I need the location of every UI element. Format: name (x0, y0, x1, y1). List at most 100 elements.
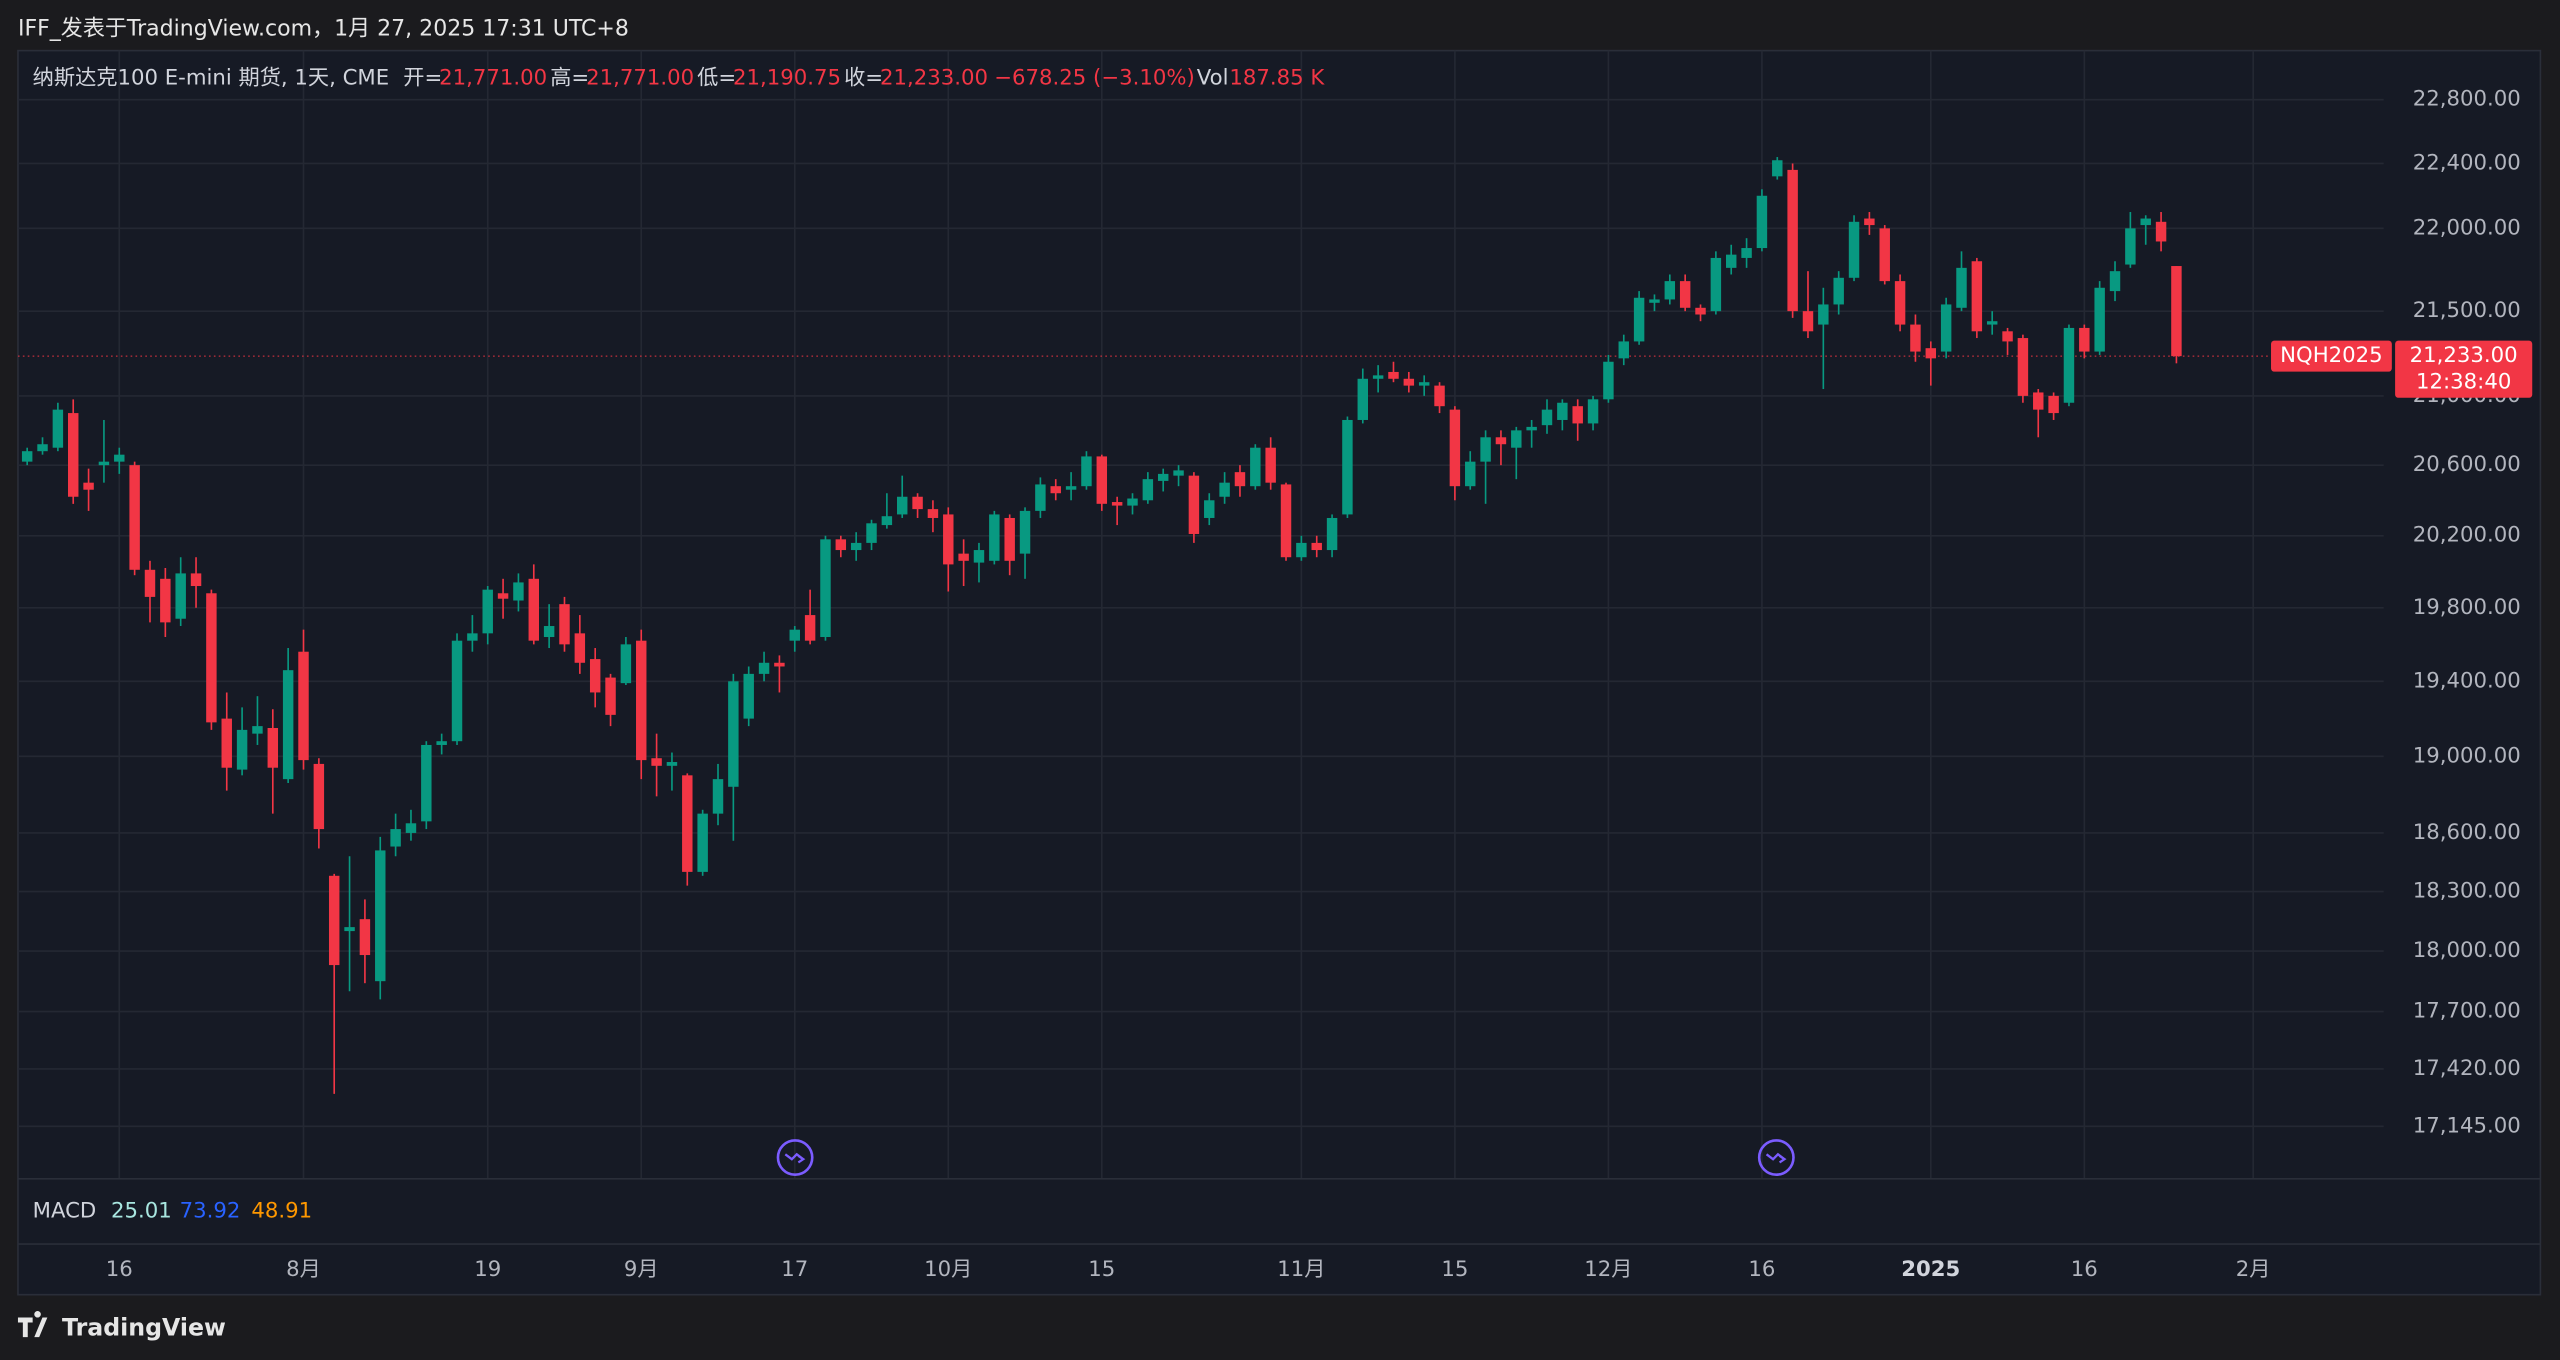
axes: 22,800.0022,400.0022,000.0021,500.0021,0… (106, 87, 2521, 1282)
candle-body (1342, 419, 1353, 515)
candle-body (559, 604, 570, 645)
x-tick-label: 2025 (1901, 1257, 1960, 1282)
candle-body (1434, 385, 1445, 407)
symbol-tag: NQH2025 (2280, 343, 2383, 368)
candle-body (2109, 271, 2121, 292)
candle-body (1741, 248, 1752, 258)
candle-body (37, 444, 48, 452)
candle-body (2002, 331, 2013, 342)
y-tick-label: 17,145.00 (2413, 1113, 2521, 1138)
x-tick-label: 16 (1748, 1257, 1775, 1282)
candle-body (682, 775, 693, 872)
candle-body (574, 633, 586, 663)
candle-body (1357, 378, 1369, 420)
candle-body (221, 718, 232, 768)
candle-body (820, 539, 831, 638)
x-tick-label: 10月 (924, 1257, 972, 1282)
close-label: 收= (844, 65, 883, 90)
open-label: 开= (403, 65, 442, 90)
y-tick-label: 19,400.00 (2413, 668, 2521, 693)
candle-body (1618, 341, 1629, 359)
candle-body (1065, 486, 1077, 490)
candle-body (2171, 266, 2182, 357)
candle-body (2063, 327, 2075, 403)
candle-body (1695, 307, 1706, 315)
candle-body (175, 573, 186, 619)
y-tick-label: 18,000.00 (2413, 938, 2521, 963)
change-value: −678.25 (−3.10%) (994, 65, 1195, 90)
candle-body (421, 744, 432, 822)
candle-body (1679, 281, 1691, 308)
candle-body (2079, 327, 2090, 352)
candle-body (743, 673, 754, 719)
high-value: 21,771.00 (586, 65, 694, 90)
candle-body (1910, 324, 1921, 352)
candle-body (589, 659, 601, 693)
candle-body (1864, 218, 1875, 226)
candle-body (21, 451, 33, 462)
candle-body (2125, 228, 2136, 265)
candle-body (2048, 395, 2059, 414)
candle-body (451, 640, 463, 742)
candle-body (973, 550, 985, 563)
candle-body (804, 615, 816, 641)
candle-body (1633, 297, 1645, 342)
candle-body (2094, 287, 2105, 352)
candle-body (482, 589, 493, 634)
y-tick-label: 18,600.00 (2413, 820, 2521, 845)
candle-body (789, 629, 800, 641)
price-tag-bg (2395, 340, 2533, 398)
candle-body (1111, 502, 1123, 506)
candle-body (390, 829, 401, 847)
header-title: IFF_发表于TradingView.com，1月 27, 2025 17:31… (18, 16, 629, 41)
x-tick-label: 9月 (624, 1257, 659, 1282)
candle-body (697, 813, 708, 872)
candle-body (1234, 472, 1246, 487)
candle-body (866, 523, 877, 543)
symbol: 纳斯达克100 E-mini 期货, 1天, CME (33, 65, 390, 90)
candle-body (467, 633, 478, 641)
candle-body (1142, 479, 1154, 501)
candle-body (774, 662, 785, 667)
candle-body (267, 728, 279, 768)
candle-body (1480, 437, 1491, 462)
price-tag-countdown: 12:38:40 (2416, 369, 2511, 394)
candle-body (1710, 257, 1722, 312)
candle-body (1756, 195, 1768, 249)
candle-body (1557, 402, 1568, 420)
candle-body (513, 582, 524, 601)
candle-body (1449, 409, 1461, 487)
volume-label: Vol (1197, 65, 1229, 90)
candle-body (651, 758, 662, 766)
x-tick-label: 8月 (286, 1257, 321, 1282)
candle-body (1081, 456, 1092, 487)
footer-logo[interactable]: TradingView (17, 1311, 226, 1341)
candle-body (712, 779, 724, 814)
candle-body (1265, 447, 1276, 483)
candle-body (1465, 461, 1476, 487)
y-tick-label: 17,700.00 (2413, 999, 2521, 1024)
footer-brand: TradingView (62, 1313, 226, 1341)
candle-body (1173, 470, 1184, 476)
x-tick-label: 15 (1441, 1257, 1468, 1282)
candle-body (1879, 228, 1890, 282)
candle-body (375, 850, 386, 982)
y-tick-label: 17,420.00 (2413, 1056, 2521, 1081)
candle-body (1326, 517, 1338, 551)
event-icon[interactable] (1757, 1139, 1795, 1176)
candle-body (236, 729, 248, 770)
candle-body (1572, 406, 1583, 424)
candle-body (1280, 484, 1292, 558)
candle-body (728, 681, 739, 787)
symbol-tag-bg (2271, 340, 2392, 372)
candle-body (1127, 498, 1138, 506)
chart-panel (17, 49, 2542, 1296)
candle-body (1403, 378, 1415, 386)
price-tag-price: 21,233.00 (2410, 343, 2518, 368)
macd-histogram: 48.91 (251, 1198, 312, 1223)
candle-body (1725, 254, 1737, 268)
candle-body (989, 514, 1000, 561)
event-icon[interactable] (776, 1139, 814, 1176)
candle-body (1372, 375, 1384, 379)
